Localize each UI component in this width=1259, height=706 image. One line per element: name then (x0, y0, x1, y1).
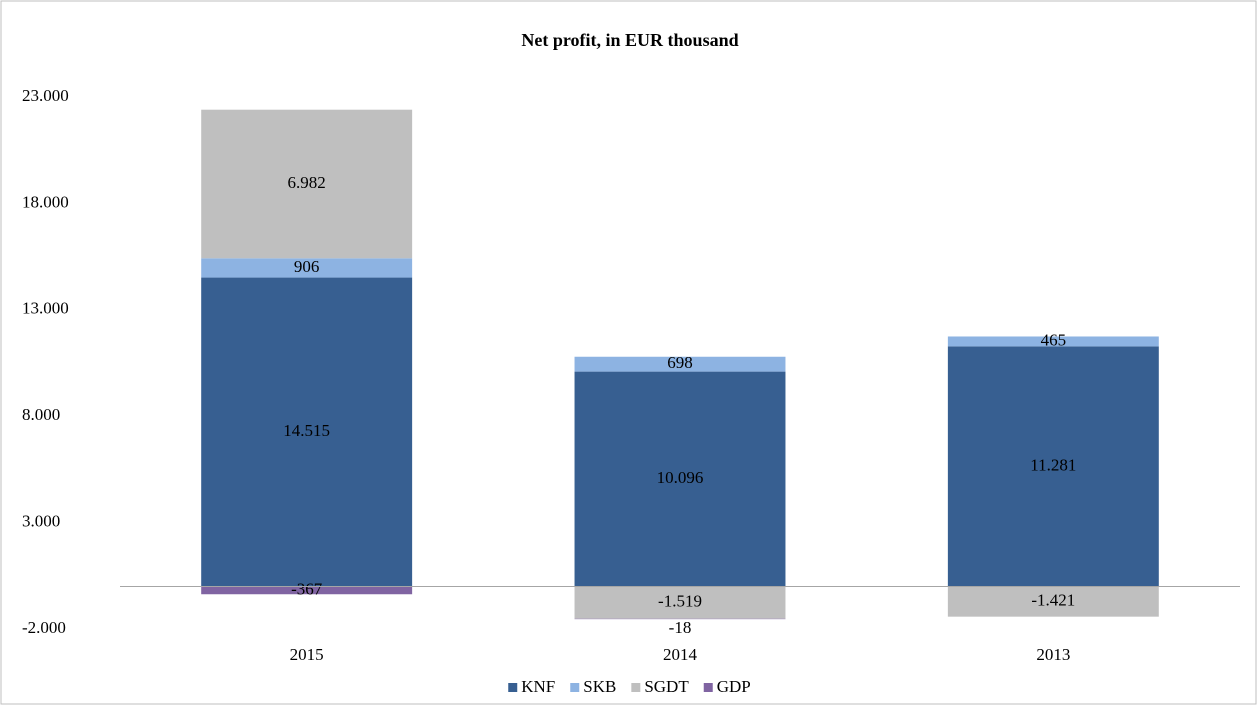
data-label: 906 (294, 257, 320, 276)
y-tick-label: -2.000 (22, 618, 66, 637)
bar-segment (574, 356, 786, 372)
bar-segment (947, 586, 1159, 617)
bar-segment (201, 109, 413, 259)
y-tick-label: 18.000 (22, 192, 69, 211)
bar-segment (574, 586, 786, 619)
y-tick-label: 23.000 (22, 86, 69, 105)
data-label: -367 (291, 579, 323, 598)
x-tick-label: 2015 (290, 645, 324, 664)
data-label: 11.281 (1030, 455, 1076, 474)
data-label: 698 (667, 353, 693, 372)
data-label: -1.421 (1031, 590, 1075, 609)
bar-segment (201, 258, 413, 278)
data-label: 6.982 (288, 173, 326, 192)
legend-swatch (631, 683, 641, 692)
legend-label: SKB (583, 677, 616, 696)
bar-segment (201, 277, 413, 587)
legend-label: SGDT (644, 677, 689, 696)
y-tick-label: 8.000 (22, 405, 60, 424)
x-tick-label: 2013 (1036, 645, 1070, 664)
legend-swatch (508, 683, 518, 692)
data-label: -18 (669, 618, 692, 637)
bar-segment (947, 336, 1159, 347)
data-label: -1.519 (658, 592, 702, 611)
legend-label: KNF (521, 677, 555, 696)
bar-segment (201, 586, 413, 595)
legend-swatch (703, 683, 713, 692)
x-tick-label: 2014 (663, 645, 698, 664)
data-label: 10.096 (657, 468, 704, 487)
legend-label: GDP (717, 677, 751, 696)
bar-segment (947, 346, 1159, 587)
y-tick-label: 3.000 (22, 512, 60, 531)
y-tick-label: 13.000 (22, 299, 69, 318)
data-label: 14.515 (283, 421, 330, 440)
legend-swatch (570, 683, 580, 692)
chart-title: Net profit, in EUR thousand (521, 30, 738, 50)
bar-segment (574, 371, 786, 587)
data-label: 465 (1041, 330, 1067, 349)
